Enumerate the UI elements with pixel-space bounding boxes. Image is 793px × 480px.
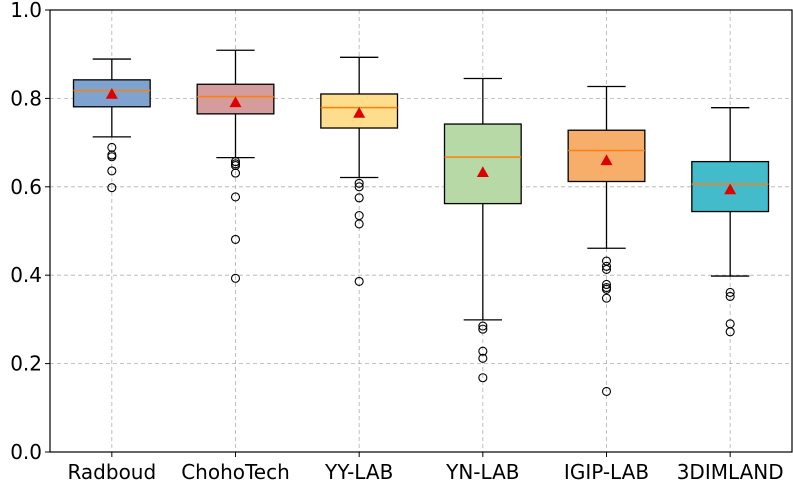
axis-ticks: 0.0 0.2 0.4 0.6 0.8 1.0 Radboud ChohoTech YY-LAB… — [10, 0, 783, 480]
box-group-yy-lab — [320, 56, 399, 286]
mean-marker — [476, 166, 489, 178]
outlier-point — [354, 276, 364, 286]
mean-marker — [105, 87, 118, 99]
plot-frame — [49, 9, 793, 453]
mean-marker — [229, 96, 242, 108]
outlier-point — [230, 157, 241, 167]
x-tick-label: YN-LAB — [445, 460, 519, 480]
box-group-3dimland — [691, 107, 770, 337]
y-tick-label: 1.0 — [10, 0, 42, 22]
outlier-point — [230, 168, 241, 178]
y-tick-label: 0.2 — [10, 352, 42, 376]
mean-marker — [600, 154, 613, 166]
outlier-point — [478, 346, 488, 356]
outlier-point — [107, 152, 117, 162]
boxes — [72, 49, 770, 396]
y-tick-label: 0.8 — [10, 86, 42, 110]
outlier-point — [354, 219, 364, 229]
outlier-point — [478, 353, 488, 363]
grid — [50, 9, 792, 453]
outlier-point — [601, 264, 612, 275]
iqr-box — [443, 123, 522, 205]
mean-marker — [724, 183, 737, 195]
mean-marker — [353, 106, 366, 118]
x-tick-label: 3DIMLAND — [677, 460, 784, 480]
outlier-point — [230, 273, 241, 283]
box-group-chohotech — [196, 49, 275, 283]
x-tick-label: ChohoTech — [181, 460, 290, 480]
outlier-point — [601, 284, 612, 294]
outlier-point — [601, 261, 612, 271]
outlier-point — [725, 291, 735, 301]
outlier-point — [354, 193, 364, 203]
x-tick-label: Radboud — [67, 460, 156, 480]
box-group-igip-lab — [567, 85, 646, 396]
outlier-point — [230, 234, 241, 244]
outlier-point — [725, 287, 735, 297]
outlier-point — [601, 386, 612, 396]
outlier-point — [478, 321, 488, 331]
y-tick-label: 0.4 — [10, 263, 42, 287]
outlier-point — [107, 183, 117, 193]
outlier-point — [354, 178, 364, 188]
x-tick-label: YY-LAB — [324, 460, 393, 480]
outlier-point — [725, 327, 735, 337]
outlier-point — [107, 166, 117, 176]
outlier-point — [478, 373, 488, 383]
box-group-yn-lab — [443, 77, 522, 383]
y-tick-label: 0.0 — [10, 440, 42, 464]
y-tick-label: 0.6 — [10, 175, 42, 199]
outlier-point — [230, 192, 241, 202]
outlier-point — [354, 182, 364, 192]
outlier-point — [601, 293, 612, 303]
x-tick-label: IGIP-LAB — [564, 460, 649, 480]
box-group-radboud — [72, 58, 151, 193]
outlier-point — [478, 324, 488, 334]
outlier-point — [601, 279, 612, 290]
